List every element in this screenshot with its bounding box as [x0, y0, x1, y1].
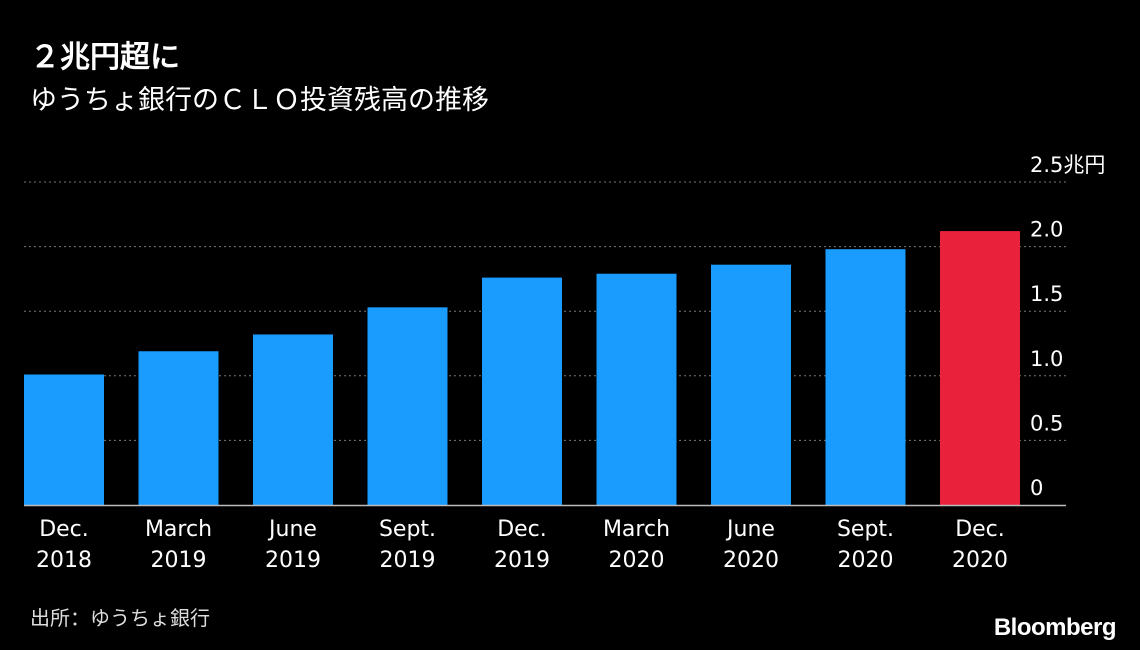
x-tick-label: 2020 [952, 548, 1008, 573]
bar [24, 374, 104, 505]
bar [482, 277, 562, 505]
x-tick-label: 2019 [380, 548, 436, 573]
x-tick-label: June [267, 517, 317, 542]
x-tick-label: Dec. [955, 517, 1005, 542]
bloomberg-logo: Bloomberg [993, 614, 1117, 641]
source-note: 出所：ゆうちょ銀行 [30, 606, 210, 630]
y-axis-ticks: 0 0.5 1.0 1.5 2.0 2.5兆円 [1030, 153, 1105, 500]
y-tick-label: 1.0 [1030, 347, 1063, 371]
bar [825, 249, 906, 505]
bar [711, 264, 791, 505]
bars [24, 231, 1020, 505]
bar [596, 273, 677, 505]
chart-title: ２兆円超に [30, 40, 180, 75]
x-axis-ticks: Dec. 2018 March 2019 June 2019 Sept. 2019 Dec. 20… [36, 517, 1008, 573]
bar [940, 231, 1020, 505]
y-tick-label: 2.5兆円 [1030, 153, 1105, 177]
x-tick-label: 2019 [494, 548, 550, 573]
x-tick-label: Sept. [837, 517, 894, 542]
y-tick-label: 1.5 [1030, 282, 1063, 306]
bar-chart: 0 0.5 1.0 1.5 2.0 2.5兆円 Dec. 2018 March 2019 June… [24, 153, 1105, 573]
x-tick-label: Dec. [497, 517, 547, 542]
x-tick-label: March [145, 517, 212, 542]
x-tick-label: Dec. [39, 517, 89, 542]
x-tick-label: 2018 [36, 548, 92, 573]
x-tick-label: 2020 [723, 548, 779, 573]
bar [367, 307, 448, 505]
x-tick-label: March [603, 517, 670, 542]
y-tick-label: 2.0 [1030, 218, 1063, 242]
x-tick-label: June [725, 517, 775, 542]
x-tick-label: 2020 [609, 548, 665, 573]
chart-subtitle: ゆうちょ銀行のＣＬＯ投資残高の推移 [30, 85, 489, 116]
x-tick-label: 2019 [265, 548, 321, 573]
x-tick-label: Sept. [379, 517, 436, 542]
bar [253, 334, 333, 505]
x-tick-label: 2020 [838, 548, 894, 573]
bar [138, 351, 219, 505]
y-tick-label: 0.5 [1030, 411, 1063, 435]
x-tick-label: 2019 [151, 548, 207, 573]
y-tick-label: 0 [1030, 476, 1043, 500]
